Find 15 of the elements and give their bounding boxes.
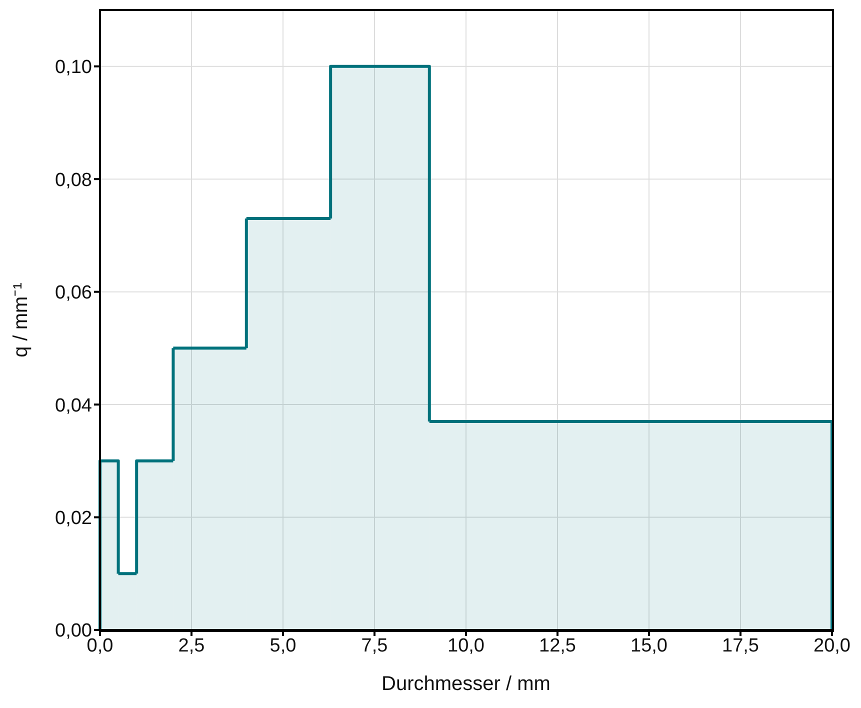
x-tick-label: 10,0 [448, 635, 484, 656]
y-axis-title: q / mm⁻¹ [10, 282, 32, 358]
x-tick-label: 15,0 [630, 635, 668, 656]
x-tick-label: 5,0 [270, 635, 296, 656]
x-axis-title: Durchmesser / mm [382, 673, 550, 695]
y-tick-label: 0,08 [55, 170, 92, 191]
x-tick-label: 20,0 [814, 635, 850, 656]
x-tick-label: 12,5 [539, 635, 576, 656]
x-tick-label: 17,5 [722, 635, 759, 656]
y-tick-label: 0,02 [55, 508, 92, 530]
x-tick-label: 7,5 [361, 635, 388, 656]
x-tick-label: 2,5 [178, 635, 205, 656]
y-tick-label: 0,04 [55, 395, 92, 416]
y-tick-label: 0,10 [55, 57, 92, 78]
y-tick-label: 0,06 [55, 282, 92, 304]
